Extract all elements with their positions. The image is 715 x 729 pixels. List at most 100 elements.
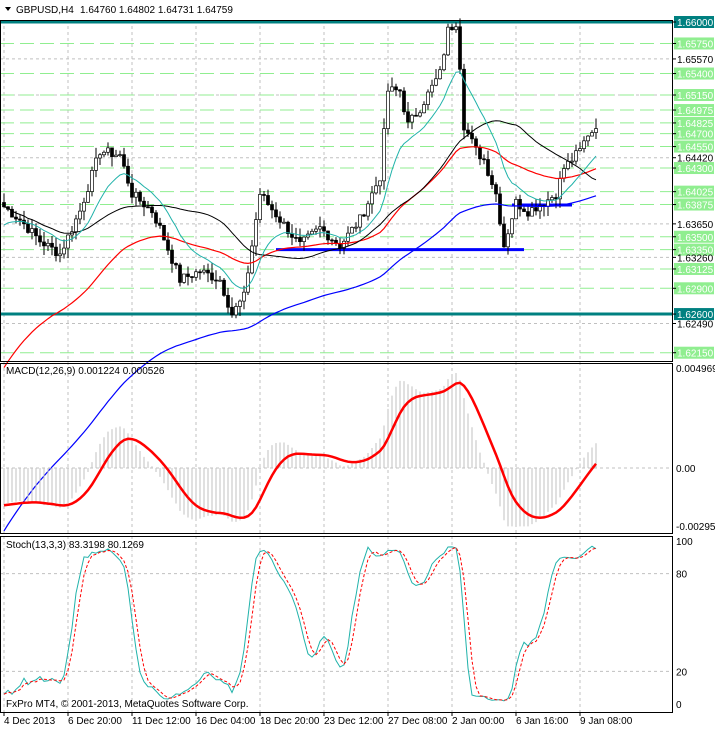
x-tick-label: 6 Dec 20:00 [68,716,122,727]
candle-body [214,279,218,282]
candle-body [562,168,566,179]
candle-body [26,223,30,233]
price-label: 1.62600 [677,310,714,321]
candle-body [566,160,570,169]
candle-body [150,206,154,214]
price-label-box [674,89,714,102]
candle-body [466,129,470,134]
price-label: 1.64975 [677,106,714,117]
symbol-label: GBPUSD,H4 [16,5,74,16]
price-label-box [674,67,714,80]
price-label: 1.64700 [677,130,714,141]
candle-body [394,86,398,91]
candle-body [110,147,114,157]
candle-body [490,175,494,185]
candle-body [218,279,222,282]
candle-body [430,84,434,93]
macd-label: MACD(12,26,9) 0.001224 0.000526 [6,366,165,377]
candle-body [446,26,450,56]
candle-body [486,159,490,176]
candle-body [374,185,378,194]
panel-frame [0,536,673,713]
candle-body [326,230,330,241]
panel-frame [0,20,673,362]
candle-body [398,89,402,92]
x-tick-label: 16 Dec 04:00 [196,716,256,727]
candle-body [174,263,178,266]
candle-body [418,112,422,117]
candle-body [118,154,122,156]
candle-body [198,271,202,274]
price-label: 1.62150 [677,349,714,360]
candle-body [494,184,498,195]
stoch-signal-line [3,546,597,701]
candle-body [10,208,14,218]
price-label: 1.63125 [677,265,714,276]
price-label: 1.64550 [677,143,714,154]
x-tick-label: 23 Dec 12:00 [324,716,384,727]
candle-body [506,233,510,248]
candle-body [2,202,6,208]
candle-body [386,90,390,129]
candle-body [514,199,518,220]
stoch-main-line [3,545,597,702]
price-label: 1.62900 [677,284,714,295]
candle-body [246,272,250,293]
candle-body [438,69,442,80]
candle-body [402,90,406,113]
price-label: 1.62490 [677,320,714,331]
price-label-box [674,262,714,275]
candle-body [282,221,286,224]
candle-body [530,207,534,217]
candle-body [146,206,150,209]
candle-body [478,146,482,160]
candle-body [186,273,190,277]
candle-body [14,216,18,220]
ma-red-line [3,146,597,368]
candle-body [18,218,22,221]
candle-body [238,300,242,307]
candle-body [50,242,54,248]
price-label-box [674,308,714,321]
candle-body [450,26,454,31]
candle-body [222,279,226,296]
price-label-box [674,140,714,153]
ma-blue-line [3,195,597,532]
x-tick-label: 9 Jan 08:00 [580,716,633,727]
candle-body [298,237,302,242]
candle-body [274,209,278,218]
candle-body [190,276,194,278]
candle-body [114,154,118,157]
candle-body [226,295,230,308]
candle-body [286,221,290,235]
candle-body [354,226,358,229]
candle-body [406,111,410,123]
price-label: 1.64825 [677,119,714,130]
candle-body [350,227,354,234]
candle-body [178,264,182,283]
collapse-triangle-icon[interactable] [5,7,11,11]
candle-body [254,219,258,247]
candle-body [302,236,306,242]
price-label-box [674,185,714,198]
candle-body [74,218,78,233]
stoch-axis-label: 20 [676,667,688,678]
candle-body [390,86,394,92]
candle-body [258,194,262,220]
candle-body [290,233,294,238]
candle-body [134,191,138,198]
price-label-box [674,282,714,295]
price-label-box [674,37,714,50]
candle-body [294,237,298,239]
candle-body [574,150,578,162]
price-label-box [674,198,714,211]
candle-body [262,194,266,196]
candle-body [434,78,438,86]
candle-body [90,170,94,192]
candle-body [502,223,506,248]
price-label: 1.63650 [677,220,714,231]
candle-body [518,199,522,210]
candle-body [42,241,46,247]
